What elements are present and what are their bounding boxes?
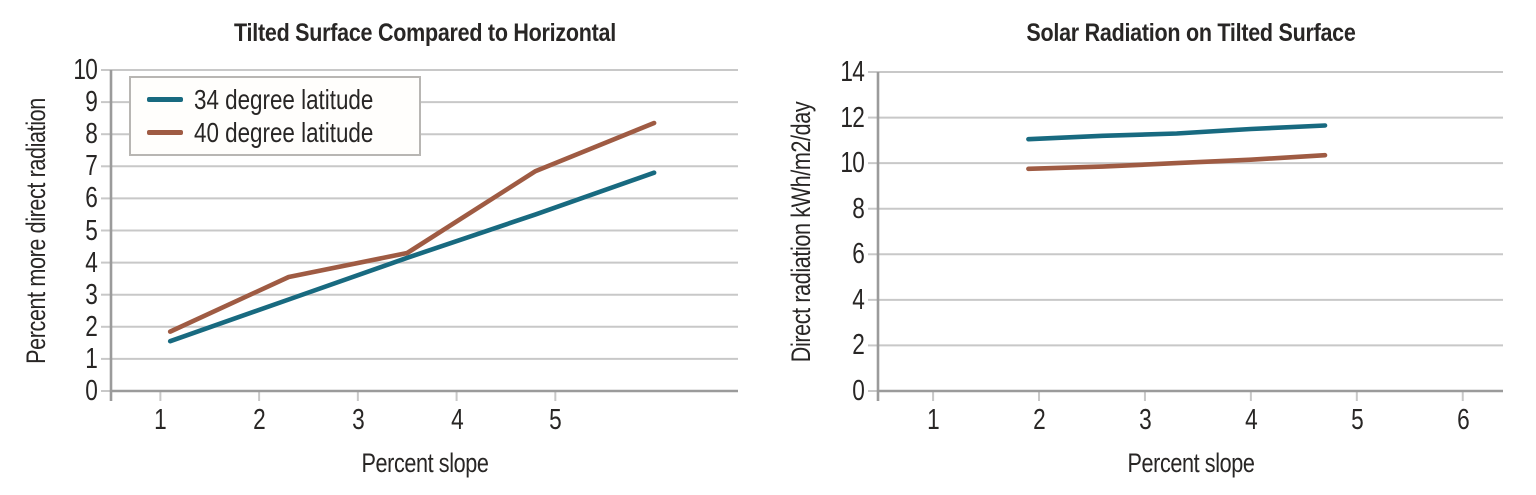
legend-label-40: 40 degree latitude — [194, 116, 374, 148]
x-tick-label: 3 — [1139, 404, 1152, 436]
chart-title: Solar Radiation on Tilted Surface — [1025, 19, 1356, 47]
legend-item-40-degree: 40 degree latitude — [147, 116, 419, 149]
y-tick-label: 6 — [852, 238, 865, 271]
y-tick-label: 10 — [73, 54, 97, 86]
plot-area-left — [101, 69, 738, 401]
x-axis-title: Percent slope — [1127, 448, 1254, 478]
y-tick-label: 4 — [852, 283, 865, 316]
x-tick-label: 4 — [1244, 404, 1258, 436]
x-tick-label: 5 — [549, 404, 562, 436]
y-tick-label: 7 — [85, 150, 98, 183]
y-tick-label: 3 — [85, 278, 98, 311]
x-tick-label: 1 — [927, 404, 940, 436]
chart-tilted-vs-horizontal: Tilted Surface Compared to Horizontal Pe… — [21, 19, 738, 478]
y-tick-label: 8 — [85, 118, 98, 151]
plot-area-right — [868, 71, 1503, 401]
legend-label-34: 34 degree latitude — [194, 83, 374, 115]
y-tick-label: 5 — [85, 214, 98, 247]
y-axis-title: Percent more direct radiation — [21, 97, 51, 364]
y-tick-label: 0 — [85, 375, 98, 407]
legend-line-swatch-40 — [147, 130, 183, 135]
legend-item-34-degree: 34 degree latitude — [147, 83, 419, 116]
x-tick-label: 1 — [154, 404, 167, 436]
legend-line-swatch-34 — [147, 97, 183, 102]
series-line-34-degree-latitude — [1026, 123, 1328, 142]
x-axis-title: Percent slope — [361, 448, 488, 478]
y-tick-label: 14 — [840, 56, 864, 88]
x-tick-label: 6 — [1456, 404, 1470, 436]
x-tick-label: 2 — [253, 404, 266, 436]
chart-solar-radiation: Solar Radiation on Tilted Surface Direct… — [768, 0, 1536, 495]
y-tick-label: 4 — [85, 246, 98, 279]
y-tick-label: 2 — [85, 310, 98, 343]
y-tick-label: 1 — [85, 342, 98, 375]
x-tick-label: 4 — [450, 404, 464, 436]
y-tick-label: 0 — [852, 375, 865, 407]
legend: 34 degree latitude 40 degree latitude — [129, 76, 421, 156]
series-line-40-degree-latitude — [167, 120, 657, 334]
y-tick-label: 9 — [85, 86, 98, 119]
x-tick-label: 3 — [351, 404, 365, 436]
y-axis-title: Direct radiation kWh/m2/day — [786, 101, 816, 362]
y-tick-label: 12 — [840, 101, 864, 134]
x-tick-label: 5 — [1350, 404, 1364, 436]
x-tick-label: 2 — [1033, 404, 1046, 436]
y-tick-label: 6 — [85, 182, 98, 215]
y-tick-label: 2 — [852, 329, 865, 362]
chart-title: Tilted Surface Compared to Horizontal — [233, 19, 616, 47]
y-tick-label: 10 — [840, 147, 864, 180]
series-line-40-degree-latitude — [1026, 152, 1328, 172]
y-tick-label: 8 — [852, 192, 865, 225]
series-line-34-degree-latitude — [167, 170, 657, 344]
